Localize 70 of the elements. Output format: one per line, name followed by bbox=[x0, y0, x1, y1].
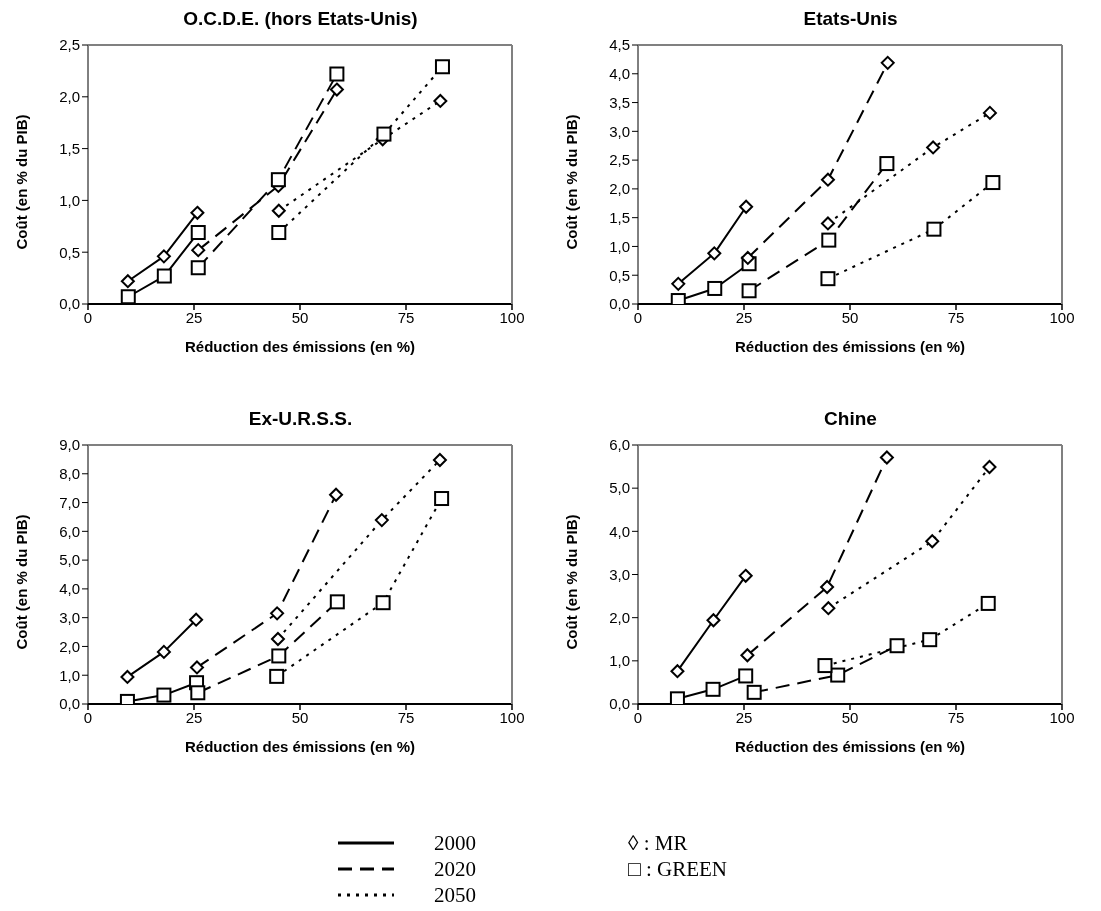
y-axis-title: Coût (en % du PIB) bbox=[13, 114, 31, 250]
x-tick-label: 50 bbox=[291, 308, 309, 326]
y-tick-label: 0,0 bbox=[609, 695, 630, 713]
y-tick-label: 2,0 bbox=[59, 88, 80, 106]
y-tick-label: 0,0 bbox=[59, 695, 80, 713]
chart-title: O.C.D.E. (hors Etats-Unis) bbox=[182, 8, 419, 31]
x-tick-label: 25 bbox=[735, 708, 753, 726]
y-tick-label: 9,0 bbox=[59, 436, 80, 454]
text: 2020 bbox=[434, 856, 476, 882]
y-tick-label: 2,5 bbox=[609, 151, 630, 169]
x-tick-label: 50 bbox=[291, 708, 309, 726]
y-tick-label: 3,5 bbox=[609, 93, 630, 111]
x-tick-label: 100 bbox=[1049, 708, 1075, 726]
x-tick-label: 25 bbox=[735, 308, 753, 326]
x-tick-label: 100 bbox=[499, 708, 525, 726]
y-tick-label: 4,0 bbox=[59, 580, 80, 598]
chart-title: Chine bbox=[823, 408, 878, 431]
y-axis-title: Coût (en % du PIB) bbox=[563, 114, 581, 250]
x-tick-label: 0 bbox=[633, 708, 643, 726]
x-tick-label: 75 bbox=[397, 708, 415, 726]
x-tick-label: 0 bbox=[633, 308, 643, 326]
x-tick-label: 25 bbox=[185, 708, 203, 726]
text: ◊ : MR bbox=[628, 830, 688, 856]
y-tick-label: 1,0 bbox=[59, 666, 80, 684]
chart-title: Etats-Unis bbox=[802, 8, 899, 31]
x-axis-title: Réduction des émissions (en %) bbox=[734, 338, 966, 355]
y-tick-label: 2,0 bbox=[59, 637, 80, 655]
text: □ : GREEN bbox=[628, 856, 728, 882]
y-tick-label: 3,0 bbox=[609, 565, 630, 583]
y-tick-label: 3,0 bbox=[609, 122, 630, 140]
y-axis-title: Coût (en % du PIB) bbox=[13, 514, 31, 650]
x-tick-label: 100 bbox=[1049, 308, 1075, 326]
x-tick-label: 75 bbox=[947, 708, 965, 726]
text: 2050 bbox=[434, 882, 476, 908]
y-tick-label: 0,5 bbox=[609, 266, 630, 284]
y-tick-label: 0,0 bbox=[609, 295, 630, 313]
y-tick-label: 1,5 bbox=[59, 139, 80, 157]
y-tick-label: 4,0 bbox=[609, 65, 630, 83]
x-axis-title: Réduction des émissions (en %) bbox=[734, 738, 966, 755]
y-tick-label: 0,5 bbox=[59, 243, 80, 261]
x-tick-label: 25 bbox=[185, 308, 203, 326]
y-tick-label: 0,0 bbox=[59, 295, 80, 313]
x-tick-label: 50 bbox=[841, 708, 859, 726]
x-tick-label: 100 bbox=[499, 308, 525, 326]
y-tick-label: 2,0 bbox=[609, 608, 630, 626]
y-tick-label: 8,0 bbox=[59, 465, 80, 483]
text: 2000 bbox=[434, 830, 476, 856]
y-tick-label: 1,0 bbox=[609, 652, 630, 670]
y-tick-label: 6,0 bbox=[59, 522, 80, 540]
y-tick-label: 2,0 bbox=[609, 180, 630, 198]
y-tick-label: 1,5 bbox=[609, 208, 630, 226]
x-tick-label: 0 bbox=[83, 308, 93, 326]
y-tick-label: 6,0 bbox=[609, 436, 630, 454]
x-tick-label: 75 bbox=[947, 308, 965, 326]
y-tick-label: 1,0 bbox=[59, 191, 80, 209]
chart-title: Ex-U.R.S.S. bbox=[247, 408, 354, 431]
y-tick-label: 7,0 bbox=[59, 493, 80, 511]
y-tick-label: 3,0 bbox=[59, 608, 80, 626]
x-tick-label: 50 bbox=[841, 308, 859, 326]
y-tick-label: 4,5 bbox=[609, 36, 630, 54]
y-tick-label: 5,0 bbox=[609, 479, 630, 497]
x-axis-title: Réduction des émissions (en %) bbox=[184, 738, 416, 755]
y-tick-label: 2,5 bbox=[59, 36, 80, 54]
y-axis-title: Coût (en % du PIB) bbox=[563, 514, 581, 650]
y-tick-label: 1,0 bbox=[609, 237, 630, 255]
y-tick-label: 4,0 bbox=[609, 522, 630, 540]
x-axis-title: Réduction des émissions (en %) bbox=[184, 338, 416, 355]
x-tick-label: 75 bbox=[397, 308, 415, 326]
y-tick-label: 5,0 bbox=[59, 551, 80, 569]
x-tick-label: 0 bbox=[83, 708, 93, 726]
